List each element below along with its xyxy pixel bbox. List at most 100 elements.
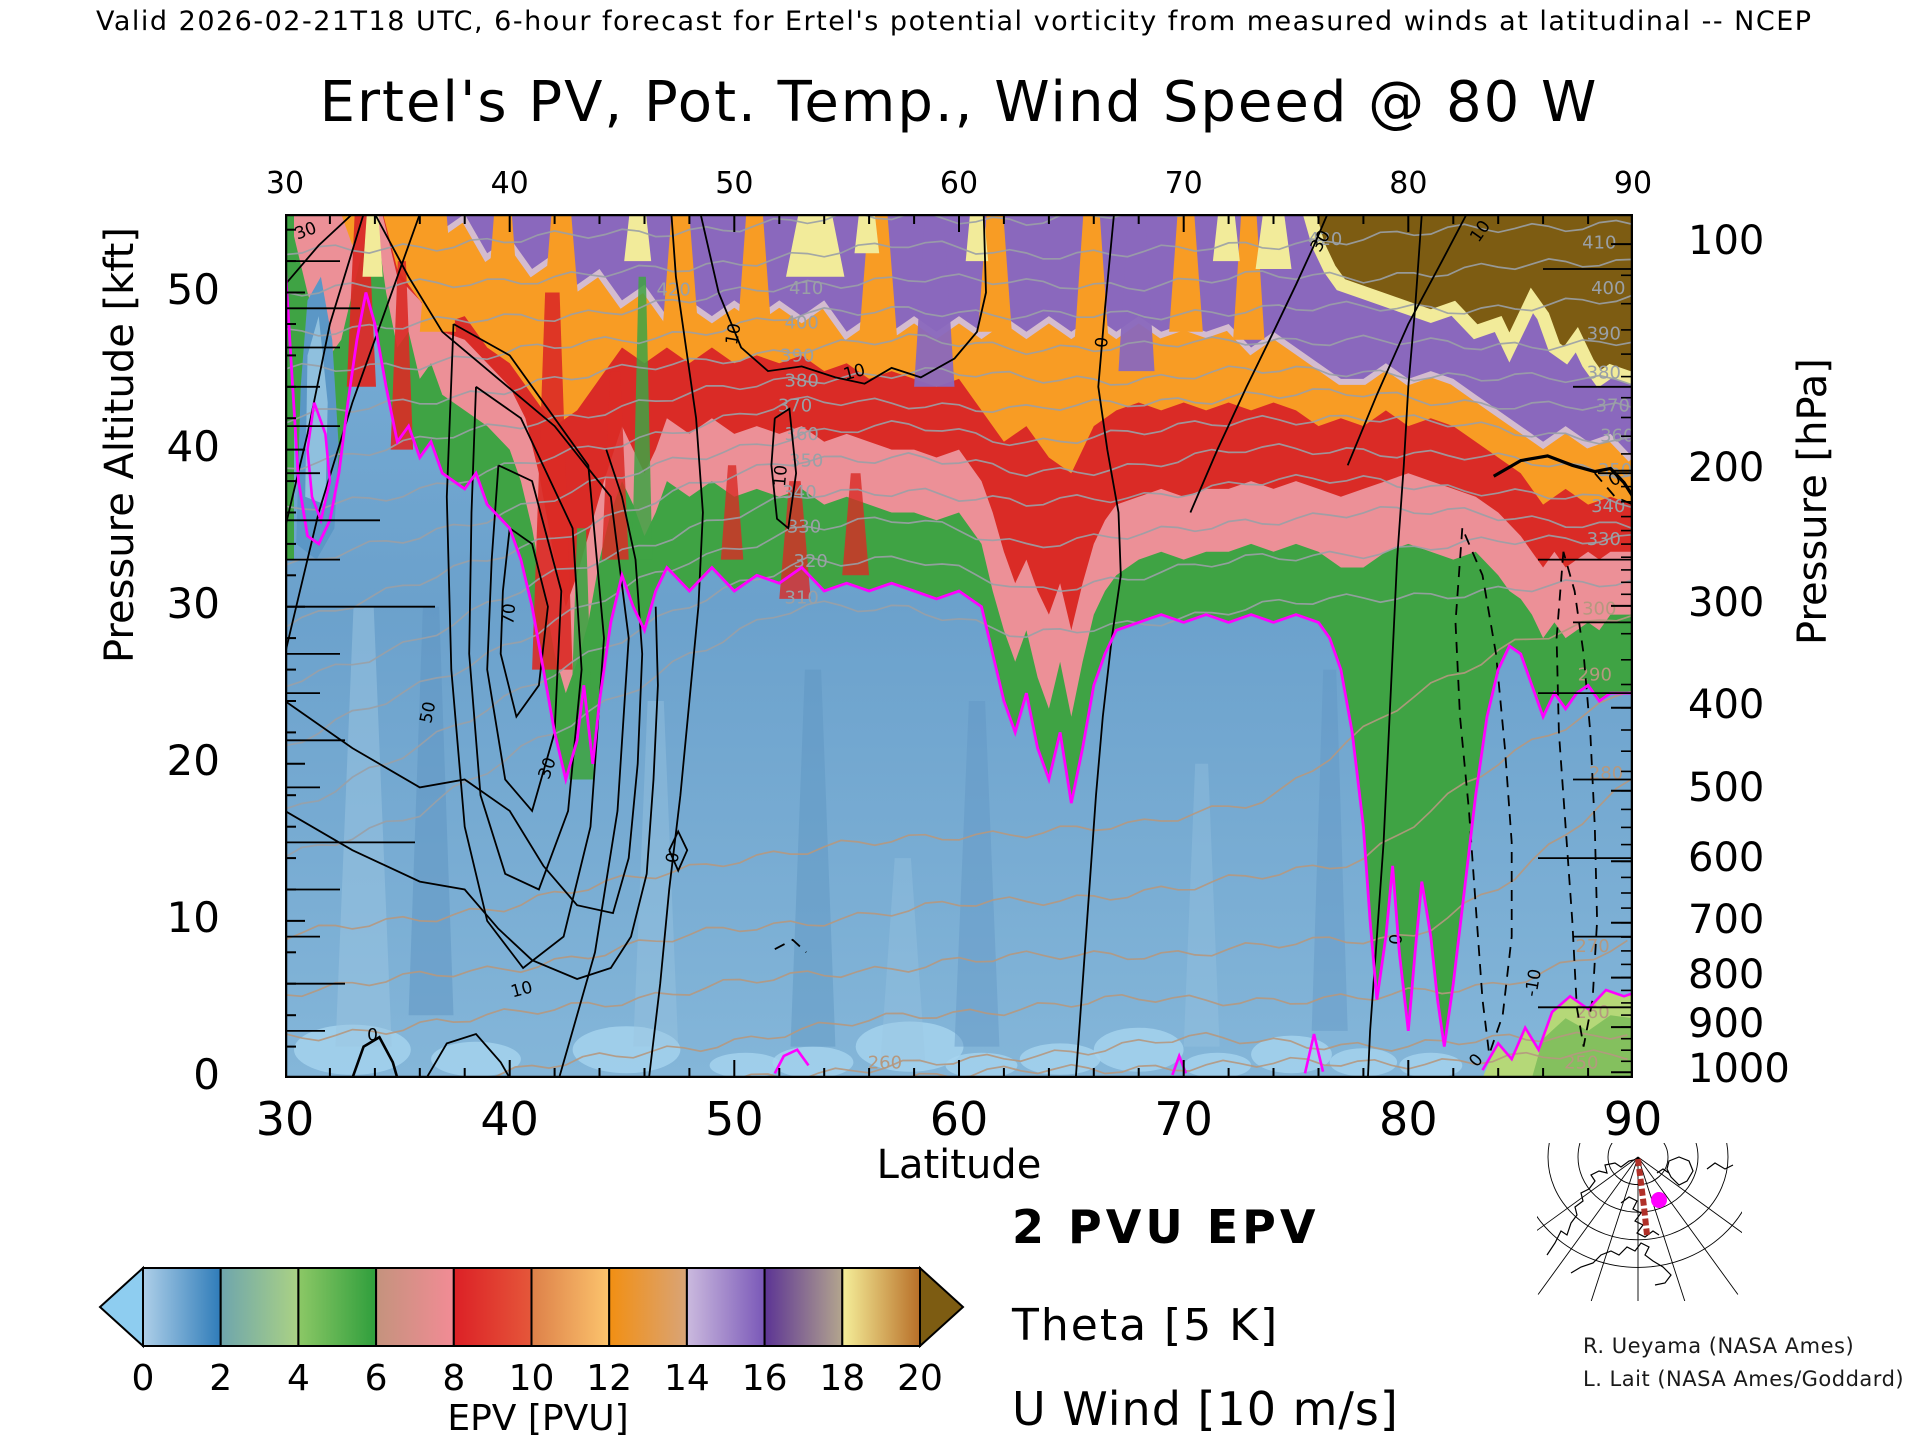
- map-parallel: [1547, 1143, 1729, 1241]
- theta-contour-label: 410: [789, 278, 823, 299]
- lat-tick-label-top: 70: [1164, 166, 1203, 201]
- theta-contour-label: 360: [785, 424, 819, 445]
- map-coastline: [1666, 1156, 1694, 1186]
- wind-contour-label: -10: [1521, 967, 1546, 998]
- map-location-dot: [1651, 1192, 1667, 1208]
- theta-contour-label: 260: [868, 1052, 902, 1073]
- theta-contour-label: 350: [789, 451, 823, 472]
- theta-contour-label: 420: [657, 279, 691, 300]
- map-meridian: [1590, 1156, 1639, 1301]
- pressure-axis-label: Pressure [hPa]: [1790, 358, 1836, 645]
- map-coastline: [1546, 1188, 1590, 1256]
- page-title: Ertel's PV, Pot. Temp., Wind Speed @ 80 …: [319, 70, 1599, 135]
- location-inset-map: [1537, 1143, 1742, 1303]
- pressure-tick-label: 200: [1688, 444, 1765, 491]
- colorbar-svg: [98, 1265, 965, 1349]
- wind-contour-label: 0: [663, 851, 684, 864]
- theta-contour-label: 400: [1591, 278, 1625, 299]
- lat-tick-label-top: 80: [1389, 166, 1428, 201]
- lat-tick-label-top: 60: [939, 166, 979, 201]
- map-coastline: [1706, 1162, 1734, 1170]
- pressure-tick-label: 700: [1688, 896, 1765, 943]
- theta-contour-label: 250: [1564, 1052, 1598, 1073]
- lat-tick-label-top: 50: [715, 166, 754, 201]
- theta-contour-label: 330: [1587, 529, 1621, 550]
- wind-contour-label: 10: [770, 464, 792, 487]
- theta-contour-label: 370: [1596, 396, 1630, 417]
- pressure-tick-label: 600: [1688, 835, 1765, 882]
- theta-contour-label: 280: [1589, 763, 1623, 784]
- lat-tick-label-top: 90: [1613, 166, 1653, 201]
- theta-contour-label: 390: [780, 345, 814, 366]
- altitude-tick-label: 50: [166, 264, 220, 314]
- lat-tick-label-bottom: 70: [1154, 1092, 1213, 1146]
- theta-contour-label: 330: [787, 517, 821, 538]
- map-meridian: [1637, 1156, 1742, 1234]
- theta-contour-label: 380: [785, 371, 819, 392]
- map-meridian: [1637, 1156, 1686, 1301]
- colorbar-tick-label: 8: [442, 1358, 466, 1399]
- credit-line: R. Ueyama (NASA Ames): [1583, 1334, 1855, 1358]
- theta-contour-label: 420: [1308, 229, 1342, 250]
- map-parallel: [1537, 1211, 1742, 1268]
- wind-contour-label: 10: [722, 322, 745, 347]
- colorbar-tick-label: 6: [364, 1358, 388, 1399]
- latitude-axis-label: Latitude: [876, 1142, 1042, 1188]
- credit-line: L. Lait (NASA Ames/Goddard): [1583, 1367, 1905, 1391]
- colorbar-tick-label: 4: [286, 1358, 310, 1399]
- wind-contour-label: 70: [498, 603, 520, 626]
- colorbar-tick-label: 16: [741, 1358, 788, 1399]
- lat-tick-label-bottom: 60: [929, 1092, 989, 1146]
- pressure-tick-label: 100: [1688, 218, 1765, 265]
- altitude-tick-label: 30: [166, 578, 220, 628]
- lat-tick-label-bottom: 50: [705, 1092, 764, 1146]
- theta-contour-label: 270: [1575, 936, 1609, 957]
- lat-tick-label-top: 40: [490, 166, 529, 201]
- map-cross-section-line: [1635, 1158, 1650, 1236]
- lat-tick-label-bottom: 40: [480, 1092, 539, 1146]
- colorbar-axis-label: EPV [PVU]: [447, 1398, 629, 1439]
- colorbar-tick-label: 2: [209, 1358, 233, 1399]
- theta-contour-label: 390: [1587, 323, 1621, 344]
- colorbar-tick-label: 0: [131, 1358, 155, 1399]
- colorbar-tick-label: 12: [586, 1358, 633, 1399]
- lat-tick-label-bottom: 30: [255, 1092, 315, 1146]
- legend-2pvu-epv: 2 PVU EPV: [1012, 1200, 1320, 1254]
- map-coastline: [1656, 1168, 1670, 1174]
- colorbar-tick-label: 10: [508, 1358, 555, 1399]
- altitude-tick-label: 0: [193, 1050, 220, 1099]
- epv-colorbar: EPV [PVU] 0 2 4 6 8 10 12 14 16 18 20: [98, 1262, 978, 1439]
- credits: R. Ueyama (NASA Ames) L. Lait (NASA Ames…: [1583, 1330, 1904, 1396]
- wind-contour-label: 0: [1092, 336, 1113, 349]
- legend-uwind: U Wind [10 m/s]: [1012, 1382, 1399, 1436]
- inset-map-svg: [1537, 1143, 1742, 1301]
- theta-contour-label: 290: [1578, 664, 1612, 685]
- map-meridian: [1537, 1156, 1639, 1231]
- legend-theta: Theta [5 K]: [1012, 1300, 1280, 1351]
- pressure-tick-label: 1000: [1688, 1046, 1790, 1093]
- map-coastline: [1588, 1158, 1639, 1190]
- colorbar-tick-label: 14: [663, 1358, 710, 1399]
- theta-contour-label: 380: [1587, 363, 1621, 384]
- theta-contour-label: 400: [785, 312, 819, 333]
- theta-contour-label: 410: [1582, 232, 1616, 253]
- lat-tick-label-bottom: 90: [1603, 1092, 1663, 1146]
- theta-contour-label: 310: [785, 587, 819, 608]
- wind-contour-label: 50: [416, 700, 440, 725]
- map-coastline: [1570, 1242, 1672, 1286]
- lat-tick-label-bottom: 80: [1379, 1092, 1438, 1146]
- theta-contour-label: 340: [1591, 496, 1625, 517]
- colorbar-tick-label: 20: [897, 1358, 943, 1399]
- colorbar-tick-label: 18: [819, 1358, 866, 1399]
- valid-header: Valid 2026-02-21T18 UTC, 6-hour forecast…: [96, 6, 1813, 37]
- map-parallel: [1577, 1143, 1699, 1213]
- pressure-tick-label: 900: [1688, 1001, 1765, 1048]
- altitude-tick-label: 40: [166, 421, 220, 471]
- theta-contour-label: 340: [782, 482, 816, 503]
- pressure-tick-label: 400: [1688, 681, 1765, 728]
- theta-contour-label: 300: [1582, 598, 1616, 619]
- theta-contour-label: 360: [1600, 426, 1633, 447]
- wind-contour-label: 0: [367, 1025, 378, 1045]
- map-coastline: [1620, 1196, 1660, 1238]
